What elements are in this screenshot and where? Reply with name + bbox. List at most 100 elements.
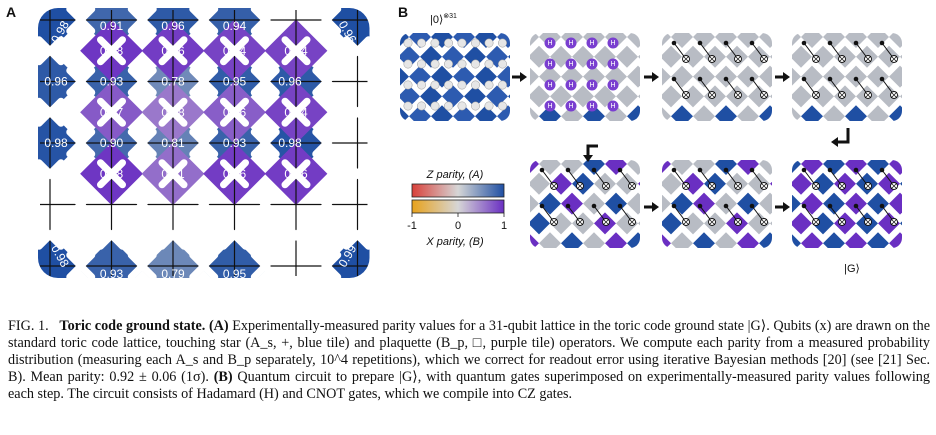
qubit-zero	[498, 80, 507, 90]
qubit-mark	[127, 251, 157, 281]
hadamard-gate	[586, 79, 598, 91]
hadamard-gate-label: H	[547, 40, 552, 47]
qubit-zero	[471, 80, 480, 90]
cnot-control	[723, 40, 729, 46]
cnot-control	[697, 167, 703, 173]
hadamard-gate	[544, 37, 556, 49]
qubit-zero	[430, 101, 440, 111]
qubit-mark	[35, 159, 65, 189]
qubit-mark	[66, 67, 96, 96]
cnot-control	[671, 167, 677, 173]
plaquette-value: 0.96	[284, 167, 308, 181]
cnot-control	[565, 167, 571, 173]
edge-star-value: 0.95	[223, 267, 247, 281]
qubit-zero	[417, 59, 426, 69]
qubit-mark	[189, 190, 219, 219]
star-value: 0.95	[223, 75, 247, 89]
hadamard-gate-label: H	[589, 61, 594, 68]
qubit-mark	[66, 128, 96, 158]
cnot-control	[749, 167, 755, 173]
panel-a-parity-lattice: 0.98 0.96 0.94 0.94 0.87 0.78 0.86 0.94 0.98 0.81…	[35, 5, 372, 281]
cnot-control	[591, 167, 597, 173]
cnot-control	[539, 203, 545, 209]
colorbar-tick-mid: 0	[455, 220, 461, 232]
qubit-mark	[312, 128, 342, 158]
cnot-control	[801, 203, 807, 209]
hadamard-gate	[586, 100, 598, 112]
colorbar: Z parity, (A) -1 0 1 X parity, (B)	[407, 169, 507, 248]
plaquette-value: 0.98	[100, 167, 124, 181]
cnot-control	[853, 40, 859, 46]
qubit-mark	[127, 190, 157, 219]
qubit-mark	[312, 5, 342, 35]
hadamard-gate	[586, 58, 598, 70]
qubit-mark	[97, 159, 126, 189]
qubit-mark	[35, 220, 65, 250]
circuit-step-4	[792, 33, 902, 121]
colorbar-tick-max: 1	[501, 220, 507, 232]
hadamard-gate	[565, 100, 577, 112]
x-parity-label: X parity, (B)	[425, 236, 484, 248]
hadamard-gate-label: H	[547, 103, 552, 110]
qubit-mark	[189, 251, 219, 281]
initial-state-label: |0⟩⊗31	[430, 13, 457, 26]
qubit-mark	[343, 97, 372, 127]
caption-fig-label: FIG. 1.	[8, 318, 49, 334]
qubit-mark	[281, 36, 311, 66]
qubit-zero	[403, 59, 413, 69]
edge-star-value: 0.79	[161, 267, 185, 281]
qubit-mark	[158, 159, 188, 189]
step-arrow-head	[831, 137, 838, 147]
circuit-step-7	[792, 160, 902, 248]
star-value: 0.93	[223, 136, 247, 150]
qubit-mark	[281, 159, 311, 189]
qubit-mark	[127, 128, 157, 158]
qubit-mark	[127, 67, 157, 96]
plaquette-value: 0.78	[161, 105, 185, 119]
hadamard-gate-label: H	[547, 61, 552, 68]
cnot-control	[565, 203, 571, 209]
qubit-zero	[403, 80, 413, 90]
colorbar-tick-min: -1	[407, 220, 417, 232]
qubit-zero	[484, 80, 494, 90]
cnot-control	[697, 40, 703, 46]
qubit-mark	[281, 220, 311, 250]
qubit-mark	[97, 36, 126, 66]
qubit-mark	[127, 5, 157, 35]
cnot-control	[801, 76, 807, 82]
cnot-control	[827, 40, 833, 46]
cnot-control	[749, 76, 755, 82]
qubit-mark	[250, 251, 280, 281]
star-value: 0.96	[278, 75, 302, 89]
qubit-zero	[430, 80, 440, 90]
qubit-mark	[97, 220, 126, 250]
hadamard-gate-label: H	[568, 40, 573, 47]
star-value: 0.81	[161, 136, 185, 150]
hadamard-gate	[565, 79, 577, 91]
cnot-control	[671, 203, 677, 209]
hadamard-gate-label: H	[610, 103, 615, 110]
cnot-control	[827, 76, 833, 82]
hadamard-gate	[607, 79, 619, 91]
cnot-control	[617, 203, 623, 209]
circuit-step-1	[400, 33, 510, 121]
qubit-mark	[35, 36, 65, 66]
cnot-control	[617, 167, 623, 173]
plaquette-value: 0.96	[161, 44, 185, 58]
hadamard-gate	[586, 37, 598, 49]
qubit-zero	[417, 80, 426, 90]
hadamard-gate-label: H	[547, 82, 552, 89]
qubit-zero	[457, 38, 467, 48]
star-value: 0.93	[100, 75, 124, 89]
cnot-control	[801, 167, 807, 173]
circuit-step-3	[662, 33, 772, 121]
qubit-zero	[457, 59, 467, 69]
qubit-mark	[312, 190, 342, 219]
cnot-control	[697, 203, 703, 209]
figure-1: A 0.98 0.96 0.94 0.940.87 0.78 0.86 0.940.98 0.…	[6, 4, 902, 281]
hadamard-gate	[607, 100, 619, 112]
qubit-zero	[403, 38, 413, 48]
star-value: 0.98	[278, 136, 302, 150]
cnot-control	[591, 203, 597, 209]
qubit-mark	[189, 67, 219, 96]
